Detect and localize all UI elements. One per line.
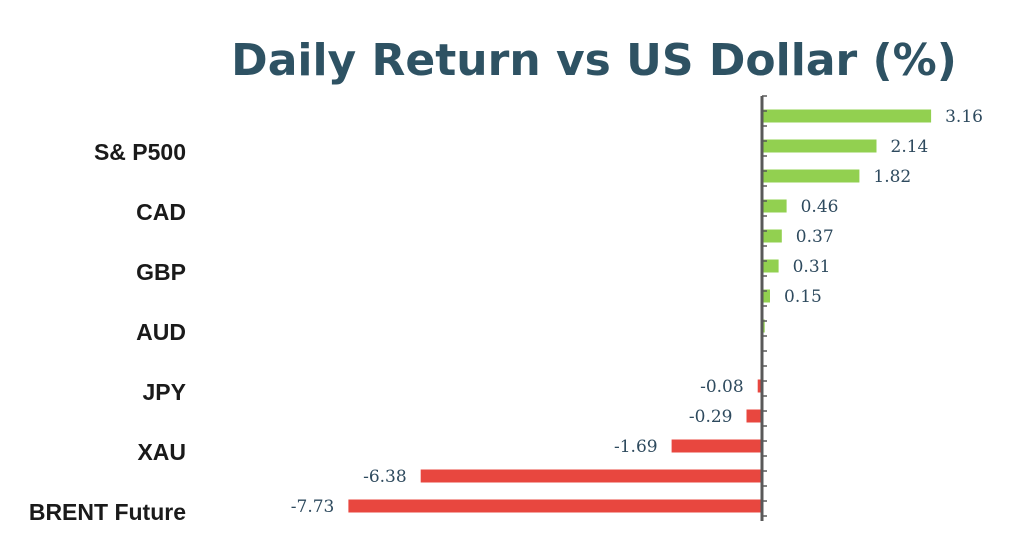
- data-label: 0.37: [796, 227, 834, 247]
- category-label: AUD: [136, 319, 186, 345]
- data-label: 0.15: [784, 287, 822, 307]
- bar-positive: [762, 109, 932, 123]
- data-label: -7.73: [291, 497, 335, 517]
- chart-title: Daily Return vs US Dollar (%): [231, 35, 957, 86]
- category-label: XAU: [137, 439, 186, 465]
- bar-positive: [762, 259, 779, 273]
- data-label: -1.69: [614, 437, 658, 457]
- bar-negative: [348, 499, 762, 513]
- category-label: S& P500: [94, 139, 186, 165]
- bar-negative: [746, 409, 762, 423]
- bar-positive: [762, 139, 877, 153]
- category-labels: S& P500 CAD GBP AUD JPY XAU BRENT Future: [29, 139, 186, 525]
- category-label: CAD: [136, 199, 186, 225]
- bar-positive: [762, 229, 782, 243]
- data-label: 0.46: [801, 197, 839, 217]
- bar-negative: [757, 379, 762, 393]
- data-label: 2.14: [891, 137, 929, 157]
- data-label: 3.16: [945, 107, 983, 127]
- bar-positive: [762, 289, 770, 303]
- data-label: -6.38: [363, 467, 407, 487]
- data-label: 0.31: [793, 257, 831, 277]
- data-label: -0.29: [689, 407, 733, 427]
- bars: 3.16 2.14 1.82 0.46 0.37 0.31 0.15 -0.08 -0.29 -1…: [291, 107, 983, 517]
- bar-negative: [420, 469, 762, 483]
- data-label: -0.08: [700, 377, 744, 397]
- data-label: 1.82: [873, 167, 911, 187]
- category-label: JPY: [143, 379, 186, 405]
- bar-positive: [762, 199, 787, 213]
- bar-negative: [671, 439, 762, 453]
- category-label: BRENT Future: [29, 499, 186, 525]
- bar-positive: [762, 169, 860, 183]
- category-label: GBP: [136, 259, 186, 285]
- category-axis: [760, 95, 767, 521]
